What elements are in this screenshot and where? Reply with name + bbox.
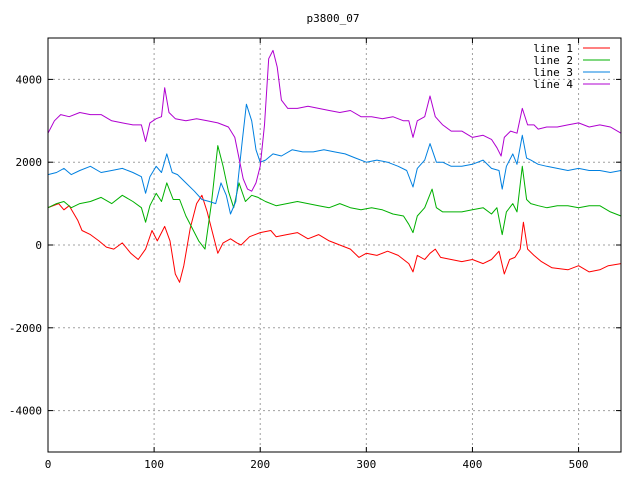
x-tick-label: 200 (250, 458, 270, 471)
y-tick-label: 4000 (16, 73, 43, 86)
y-tick-label: 0 (35, 239, 42, 252)
data-series (47, 49, 622, 283)
x-tick-label: 400 (463, 458, 483, 471)
y-tick-label: 2000 (16, 156, 43, 169)
series-line-3 (47, 103, 622, 215)
y-tick-label: -2000 (9, 322, 42, 335)
series-line-1 (47, 194, 622, 283)
plot-frame (47, 37, 622, 453)
legend-label-4: line 4 (533, 78, 573, 91)
x-tick-label: 100 (144, 458, 164, 471)
x-tick-label: 500 (569, 458, 589, 471)
axes: 0 100 200 300 400 500 -4000 -2000 0 2000 4000 (9, 38, 621, 471)
chart-title: p3800_07 (307, 12, 360, 25)
legend-label-2: line 2 (533, 54, 573, 67)
x-tick-label: 300 (356, 458, 376, 471)
y-tick-label: -4000 (9, 405, 42, 418)
x-tick-label: 0 (45, 458, 52, 471)
series-line-4 (47, 49, 622, 192)
series-line-2 (47, 145, 622, 250)
legend-label-3: line 3 (533, 66, 573, 79)
legend-label-1: line 1 (533, 42, 573, 55)
grid-lines (48, 38, 621, 452)
